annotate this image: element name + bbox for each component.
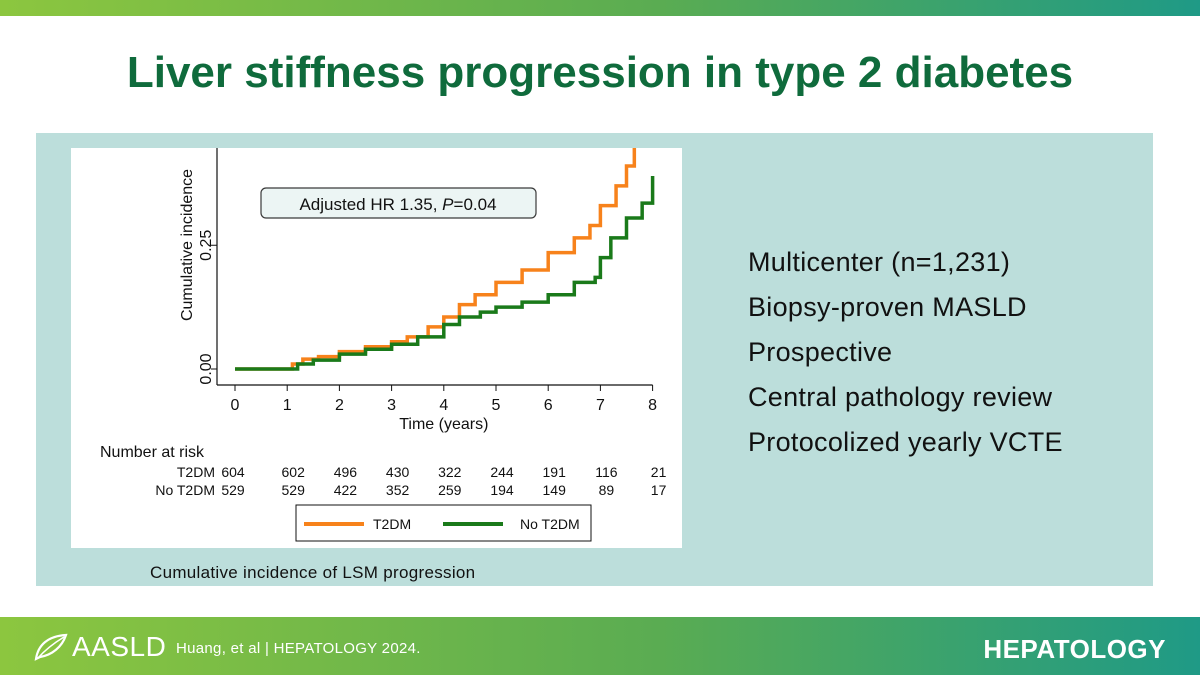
risk-value: 259 xyxy=(438,482,462,498)
hr-annotation: Adjusted HR 1.35, P=0.04 xyxy=(299,195,496,214)
risk-value: 194 xyxy=(490,482,514,498)
x-tick-label: 6 xyxy=(544,397,553,414)
axes-layer: 0 1 2 3 4 5 6 7 8 0.00 0.25 Time (years) Cumulative … xyxy=(179,148,657,433)
annotation-layer: Adjusted HR 1.35, P=0.04 xyxy=(260,187,537,219)
journal-logo: HEPATOLOGY xyxy=(983,634,1166,664)
y-tick-label: 0.00 xyxy=(198,353,215,384)
legend-label-t2dm: T2DM xyxy=(373,516,411,532)
y-axis-title: Cumulative incidence xyxy=(179,169,196,321)
risk-value: 322 xyxy=(438,464,462,480)
y-tick-label: 0.25 xyxy=(198,230,215,261)
series-line-t2dm xyxy=(235,148,637,371)
x-tick-label: 5 xyxy=(492,397,501,414)
x-axis-title: Time (years) xyxy=(399,416,488,433)
risk-value: 21 xyxy=(651,464,667,480)
bullet-item: Prospective xyxy=(748,337,893,367)
citation: Huang, et al | HEPATOLOGY 2024. xyxy=(176,640,421,657)
risk-table: Number at risk T2DM 604 602 496 430 322 244 191 1… xyxy=(100,444,667,498)
slide-title: Liver stiffness progression in type 2 di… xyxy=(126,48,1074,97)
risk-value: 529 xyxy=(221,482,245,498)
chart-container: 0 1 2 3 4 5 6 7 8 0.00 0.25 Time (years) Cumulative … xyxy=(71,148,682,548)
series-layer xyxy=(235,148,655,371)
x-tick-label: 4 xyxy=(439,397,448,414)
aasld-logo: AASLD xyxy=(34,631,167,662)
risk-value: 430 xyxy=(386,464,410,480)
x-tick-label: 7 xyxy=(596,397,605,414)
x-tick-label: 1 xyxy=(283,397,292,414)
legend-label-no-t2dm: No T2DM xyxy=(520,516,580,532)
risk-row-label: No T2DM xyxy=(155,482,215,498)
aasld-leaf-icon xyxy=(34,633,68,661)
bullet-item: Multicenter (n=1,231) xyxy=(748,247,1011,277)
x-tick-label: 8 xyxy=(648,397,657,414)
risk-value: 604 xyxy=(221,464,245,480)
risk-value: 602 xyxy=(282,464,306,480)
risk-value: 116 xyxy=(595,464,618,480)
cumulative-incidence-chart: 0 1 2 3 4 5 6 7 8 0.00 0.25 Time (years) Cumulative … xyxy=(100,148,667,542)
risk-value: 89 xyxy=(599,482,615,498)
study-features-list: Multicenter (n=1,231) Biopsy-proven MASL… xyxy=(748,240,1063,465)
bullet-item: Central pathology review xyxy=(748,382,1053,412)
top-accent-bar xyxy=(0,0,1200,16)
risk-value: 422 xyxy=(334,482,358,498)
hr-annotation-box xyxy=(260,187,537,219)
risk-table-title: Number at risk xyxy=(100,444,205,461)
footer-bar xyxy=(0,617,1200,675)
bullet-item: Protocolized yearly VCTE xyxy=(748,427,1063,457)
risk-value: 496 xyxy=(334,464,358,480)
x-tick-label: 3 xyxy=(387,397,396,414)
risk-value: 352 xyxy=(386,482,410,498)
series-line-no-t2dm xyxy=(235,175,655,371)
risk-value: 529 xyxy=(282,482,306,498)
risk-value: 17 xyxy=(651,482,667,498)
aasld-logo-text: AASLD xyxy=(72,631,167,662)
risk-row-label: T2DM xyxy=(177,464,215,480)
x-tick-label: 0 xyxy=(231,397,240,414)
x-tick-label: 2 xyxy=(335,397,344,414)
bullet-item: Biopsy-proven MASLD xyxy=(748,292,1027,322)
risk-value: 191 xyxy=(543,464,567,480)
legend: T2DM No T2DM xyxy=(295,504,592,542)
chart-caption: Cumulative incidence of LSM progression xyxy=(150,563,476,582)
risk-value: 149 xyxy=(543,482,567,498)
risk-value: 244 xyxy=(490,464,514,480)
